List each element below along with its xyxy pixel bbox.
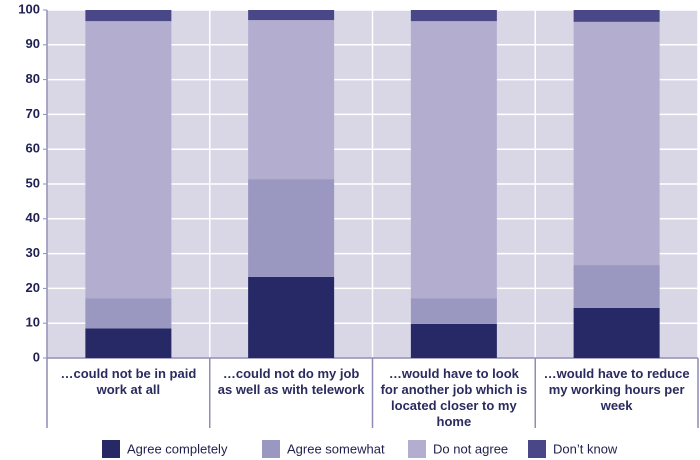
bar-segment — [410, 298, 497, 324]
legend-label: Do not agree — [433, 441, 508, 456]
bar-segment — [85, 10, 172, 22]
legend-swatch — [262, 440, 280, 458]
y-tick-label: 40 — [26, 210, 40, 225]
legend-label: Agree completely — [127, 441, 228, 456]
category-label: …could not do my job as well as with tel… — [217, 366, 365, 397]
legend-label: Agree somewhat — [287, 441, 385, 456]
y-tick-label: 10 — [26, 315, 40, 330]
bar-segment — [248, 20, 335, 180]
y-tick-label: 100 — [18, 1, 40, 16]
category-label: …would have to reduce my working hours p… — [543, 366, 690, 413]
y-tick-label: 20 — [26, 280, 40, 295]
bar-segment — [573, 307, 660, 358]
y-tick-label: 30 — [26, 245, 40, 260]
bar-segment — [85, 21, 172, 299]
category-label: …could not be in paid work at all — [60, 366, 197, 397]
legend-swatch — [528, 440, 546, 458]
bar-segment — [248, 10, 335, 21]
bar-segment — [85, 298, 172, 329]
y-tick-label: 90 — [26, 36, 40, 51]
bar-segment — [410, 10, 497, 22]
bar-segment — [573, 265, 660, 308]
y-tick-label: 60 — [26, 141, 40, 156]
legend-swatch — [408, 440, 426, 458]
legend-swatch — [102, 440, 120, 458]
bar-segment — [248, 276, 335, 358]
bar-segment — [573, 21, 660, 266]
bar-segment — [85, 328, 172, 358]
bar-segment — [410, 323, 497, 358]
bar-segment — [410, 21, 497, 299]
y-tick-label: 0 — [33, 349, 40, 364]
y-tick-label: 70 — [26, 106, 40, 121]
y-tick-label: 50 — [26, 175, 40, 190]
bar-segment — [248, 179, 335, 277]
y-tick-label: 80 — [26, 71, 40, 86]
legend-label: Don’t know — [553, 441, 618, 456]
category-label: …would have to look for another job whic… — [380, 366, 528, 429]
bar-segment — [573, 10, 660, 22]
